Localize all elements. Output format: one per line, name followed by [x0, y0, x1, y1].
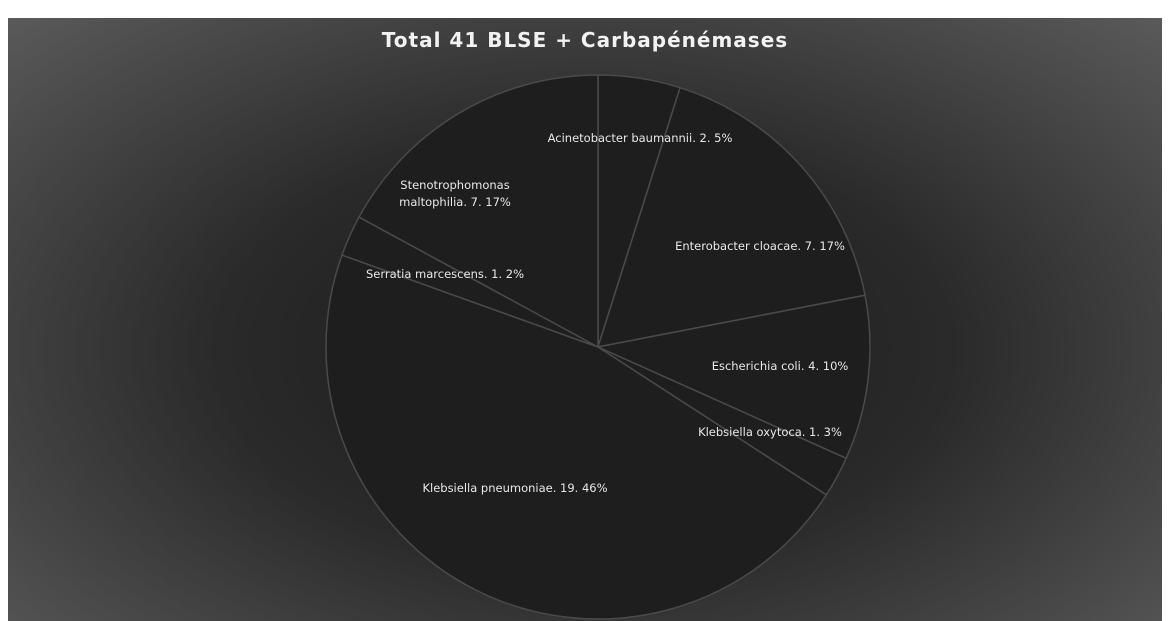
data-label: Klebsiella oxytoca. 1. 3%	[698, 425, 842, 439]
data-label: Stenotrophomonas maltophilia. 7. 17%	[399, 178, 511, 209]
data-label: Acinetobacter baumannii. 2. 5%	[547, 131, 733, 145]
data-label: Klebsiella pneumoniae. 19. 46%	[422, 481, 608, 495]
data-label: Escherichia coli. 4. 10%	[711, 359, 849, 373]
chart-title: Total 41 BLSE + Carbapénémases	[381, 28, 789, 52]
data-label: Enterobacter cloacae. 7. 17%	[675, 239, 845, 253]
pie-slice	[596, 86, 866, 348]
pie-slice	[358, 74, 599, 349]
pie-slice	[325, 254, 828, 620]
pie-slice	[595, 294, 871, 460]
data-label: Serratia marcescens. 1. 2%	[365, 267, 525, 281]
